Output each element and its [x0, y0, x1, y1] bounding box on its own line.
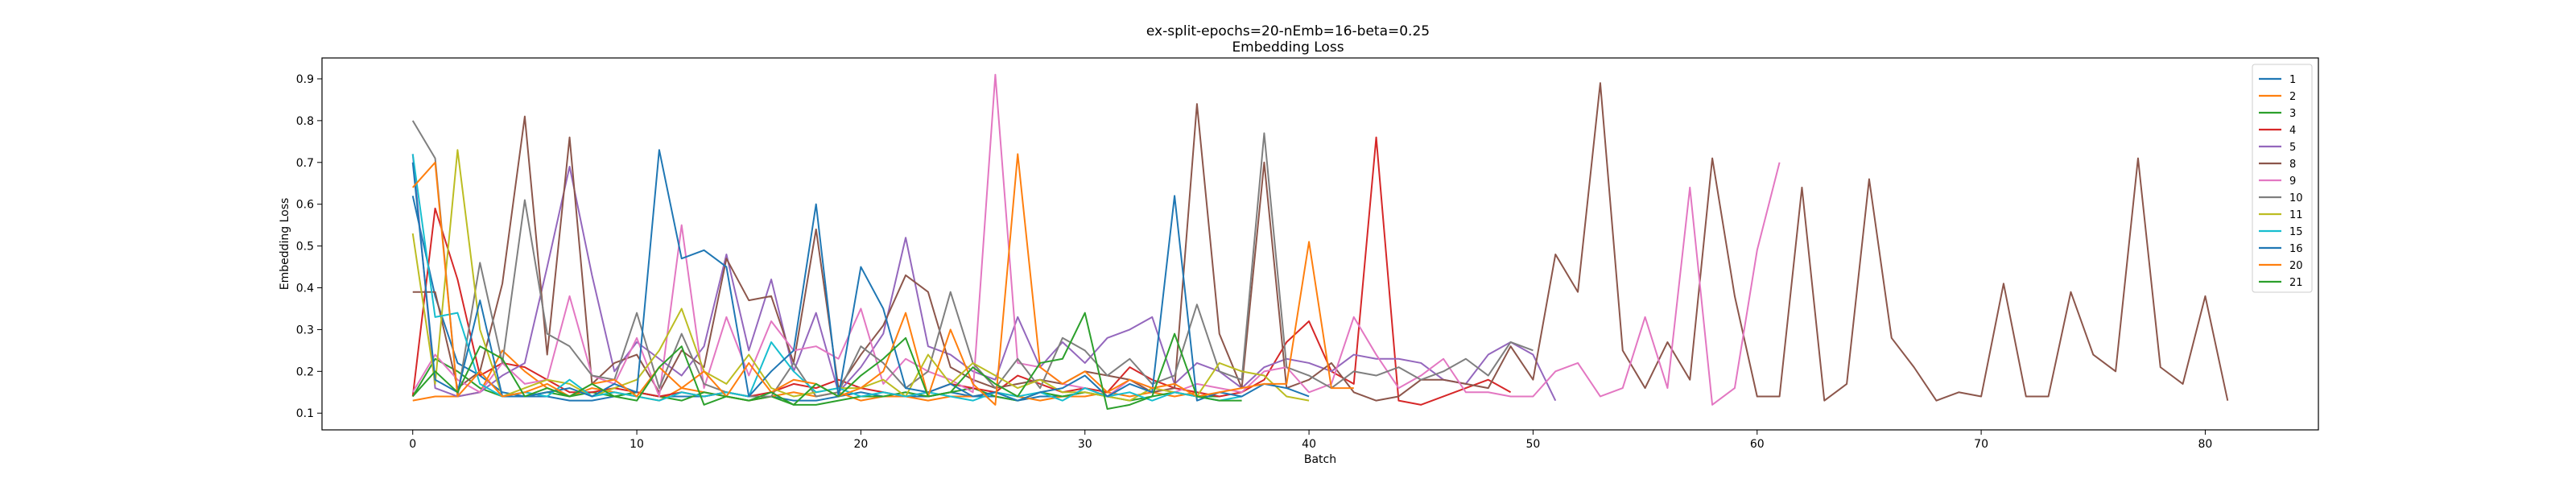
plot-lines — [411, 73, 2229, 411]
legend-label-3: 3 — [2289, 108, 2296, 120]
series-line-8 — [412, 82, 2229, 402]
legend-label-9: 9 — [2289, 175, 2296, 188]
x-tick-label: 60 — [1750, 438, 1765, 451]
legend-label-5: 5 — [2289, 142, 2296, 154]
y-tick-label: 0.9 — [296, 73, 314, 86]
x-tick-label: 80 — [2198, 438, 2213, 451]
chart-title: ex-split-epochs=20-nEmb=16-beta=0.25 — [1146, 23, 1430, 39]
legend-label-21: 21 — [2289, 277, 2303, 289]
x-axis-label: Batch — [1304, 453, 1336, 466]
series-line-5 — [411, 154, 1557, 402]
y-tick-label: 0.2 — [296, 365, 314, 378]
x-tick-label: 0 — [409, 438, 416, 451]
series-line-11 — [411, 149, 1310, 402]
y-tick-label: 0.6 — [296, 199, 314, 212]
legend-label-15: 15 — [2289, 226, 2303, 238]
legend-box — [2252, 64, 2313, 293]
legend-label-16: 16 — [2289, 243, 2303, 255]
legend-label-2: 2 — [2289, 91, 2296, 103]
axis-ticks: 0 10 20 30 40 50 60 70 80 0.1 0.2 0.3 0.4 0.5 0.6 0.7 0.… — [296, 73, 2213, 451]
series-line-9 — [411, 73, 1781, 406]
legend-label-11: 11 — [2289, 209, 2303, 221]
y-tick-label: 0.1 — [296, 407, 314, 420]
x-tick-label: 70 — [1974, 438, 1988, 451]
legend-label-1: 1 — [2289, 74, 2296, 86]
y-tick-label: 0.3 — [296, 324, 314, 336]
y-tick-label: 0.4 — [296, 283, 314, 295]
x-tick-label: 40 — [1302, 438, 1316, 451]
y-tick-label: 0.5 — [296, 241, 314, 254]
x-tick-label: 20 — [853, 438, 868, 451]
chart-subtitle: Embedding Loss — [1232, 39, 1344, 56]
series-line-20 — [411, 153, 1354, 406]
legend: 1 2 3 4 5 8 9 10 11 15 16 20 21 — [2252, 64, 2313, 293]
x-tick-label: 10 — [630, 438, 644, 451]
legend-label-8: 8 — [2289, 159, 2296, 171]
y-tick-label: 0.7 — [296, 157, 314, 170]
legend-label-4: 4 — [2289, 125, 2296, 137]
x-tick-label: 30 — [1078, 438, 1092, 451]
x-tick-label: 50 — [1526, 438, 1541, 451]
legend-label-10: 10 — [2289, 192, 2303, 204]
series-line-4 — [411, 136, 1512, 406]
series-line-16 — [411, 149, 1310, 402]
plot-frame — [321, 57, 2319, 431]
y-tick-label: 0.8 — [296, 115, 314, 128]
legend-label-20: 20 — [2289, 260, 2303, 272]
y-axis-label: Embedding Loss — [279, 198, 291, 291]
series-line-21 — [411, 312, 1242, 411]
